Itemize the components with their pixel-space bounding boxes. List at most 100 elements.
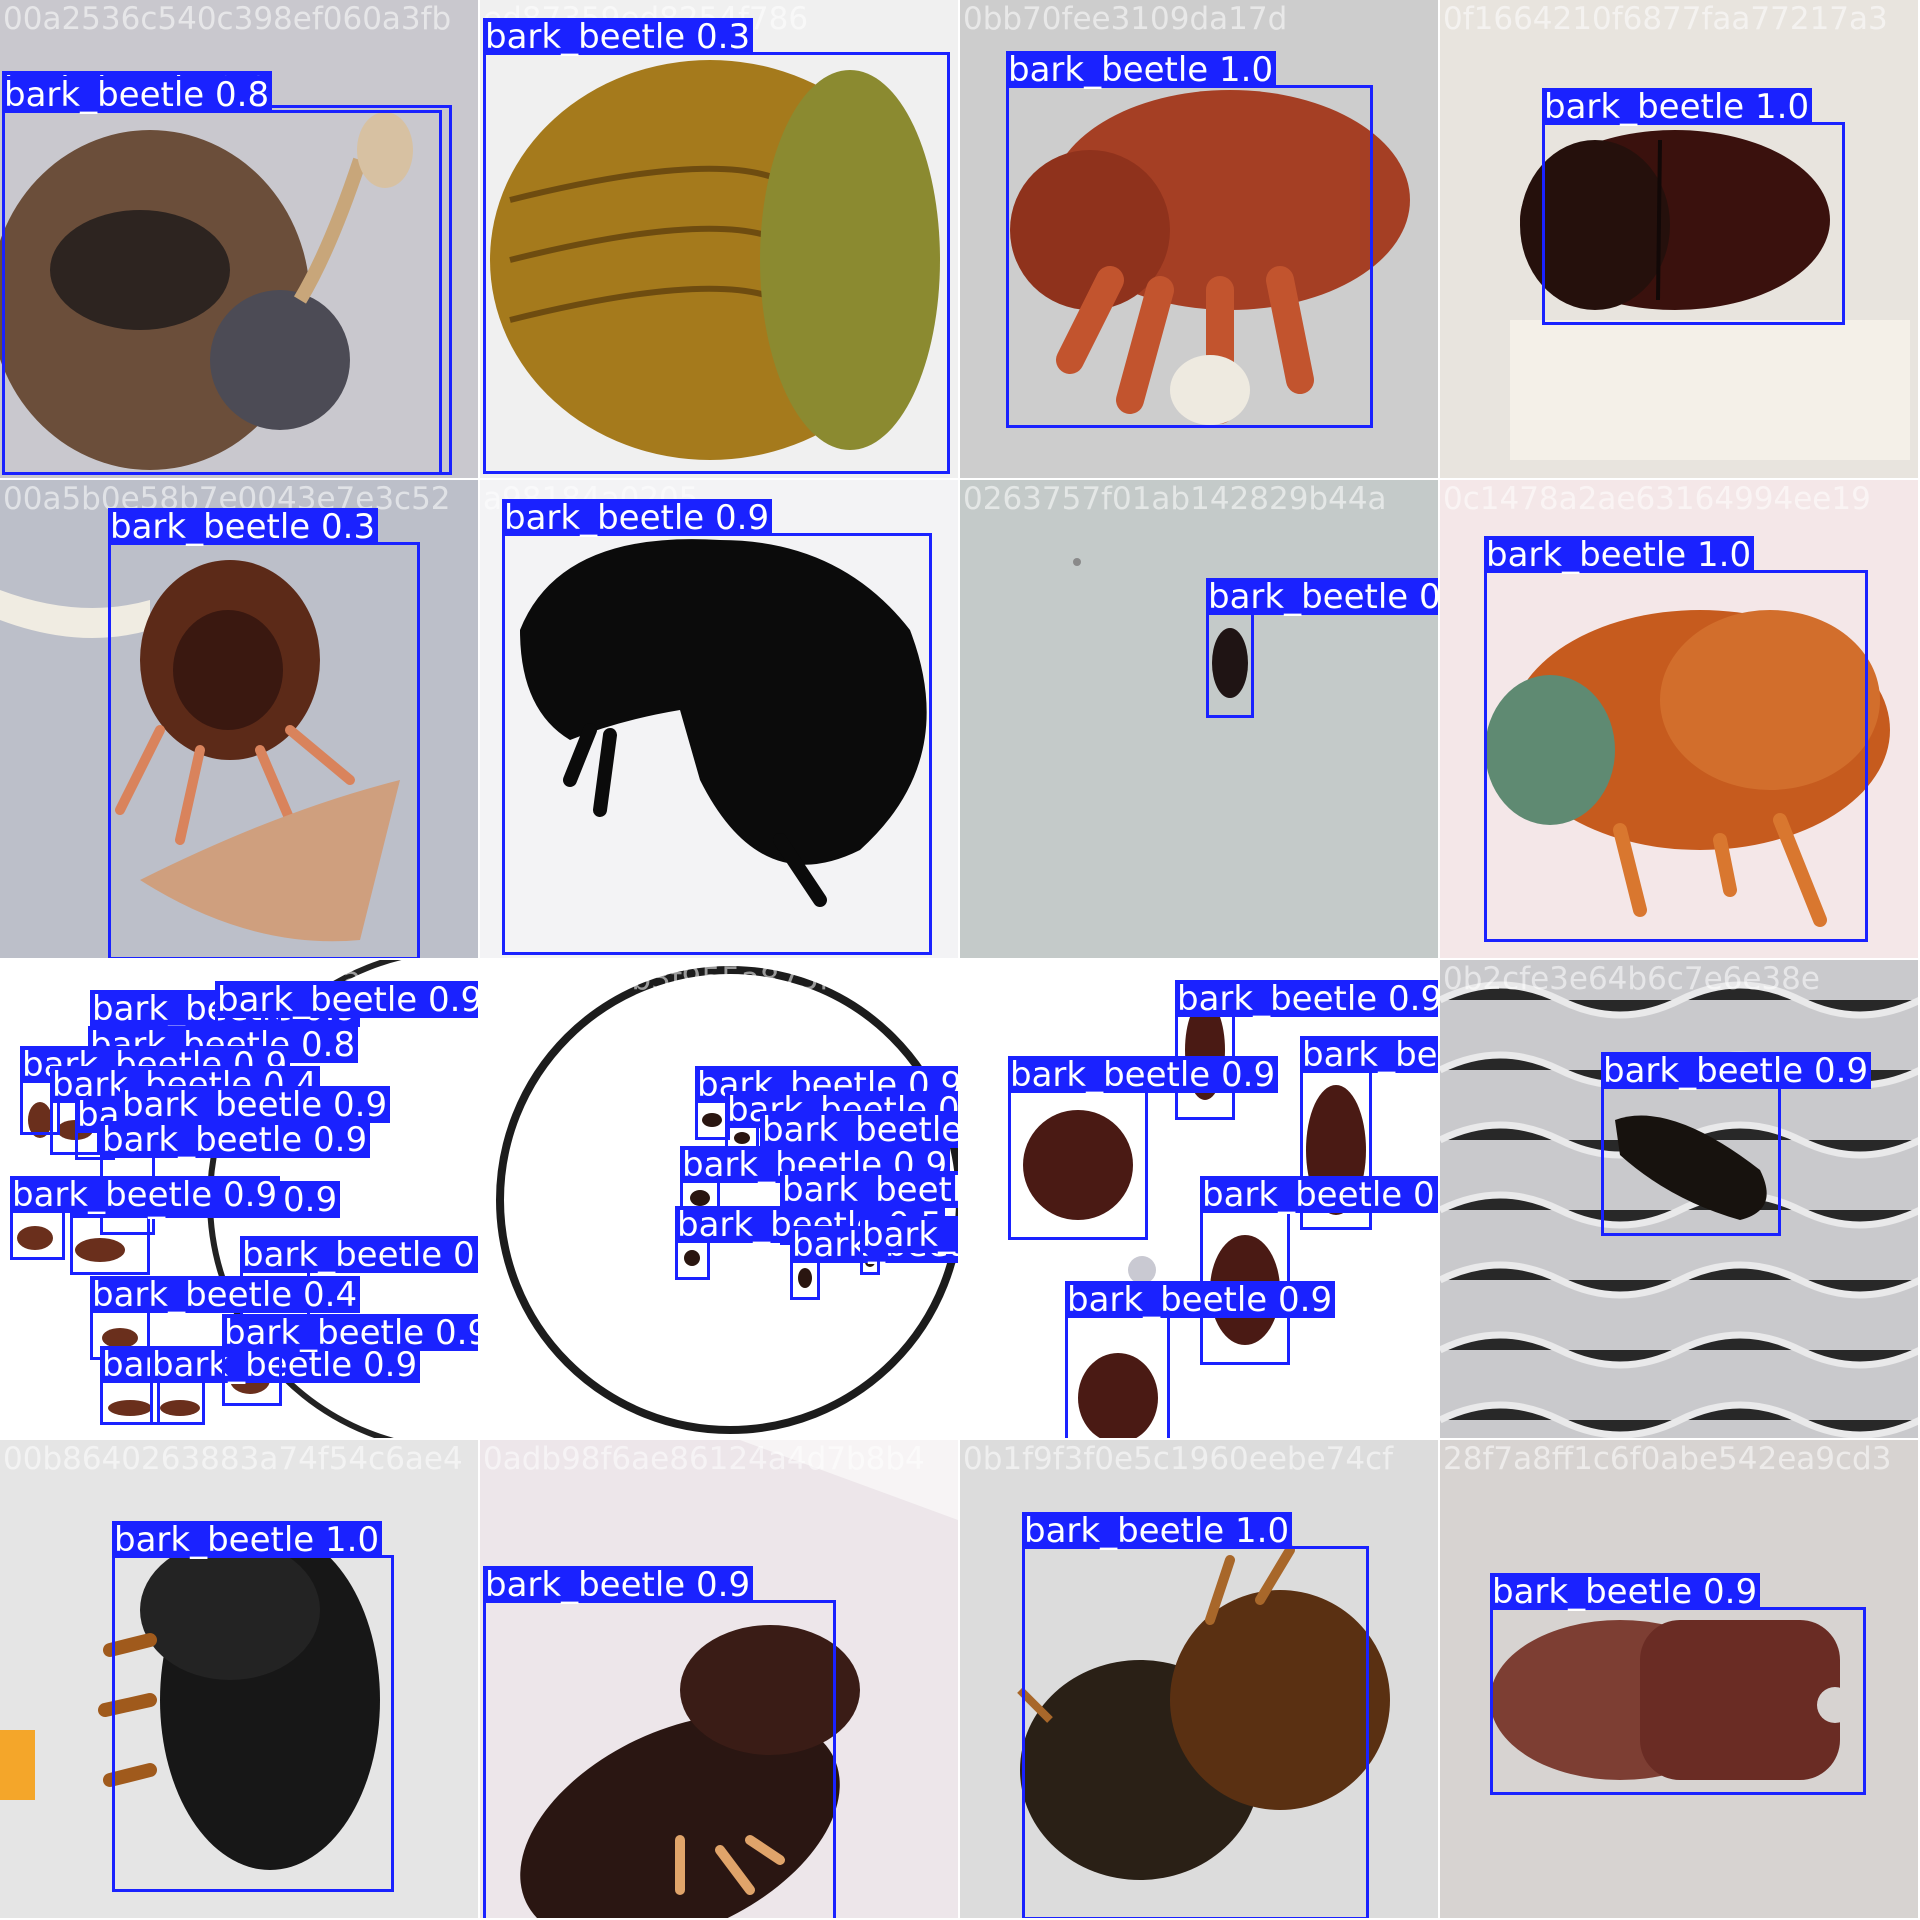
- mosaic-tile: 00b8640263883a74f54c6ae4 bark_beetle 1.0: [0, 1440, 478, 1918]
- detection-score: 0.9: [363, 1345, 418, 1385]
- detection-label: bark_beetle 1.0: [1006, 50, 1277, 90]
- detection-class: bark_beetle: [504, 498, 705, 538]
- detection-class: bark_beetle: [224, 1313, 425, 1353]
- orange-beetle-front-icon: [0, 480, 478, 958]
- detection-score: 0.9: [428, 980, 478, 1020]
- mosaic-tile: 0bb70fee3109da17d bark_beetle 1.0: [960, 0, 1438, 478]
- detection-score: 0.9: [1814, 1051, 1869, 1091]
- detection-label: bark_beetle 0.9: [120, 1085, 391, 1125]
- detection-class: bark_beetle: [1208, 577, 1409, 617]
- mosaic-tile: 0263757f01ab142829b44a bark_beetle 0.9: [960, 480, 1438, 958]
- detection-label: bark_beetle 1.0: [1484, 535, 1755, 575]
- detection-box: bark_beetle 0.9: [70, 1181, 341, 1275]
- detection-score: 1.0: [1219, 50, 1274, 90]
- detection-score: 0.8: [215, 75, 270, 115]
- detection-score: 1.0: [1235, 1511, 1290, 1551]
- detection-label: bark_beetle 0.9: [1300, 1036, 1438, 1073]
- detection-class: bark_beetle: [862, 1215, 958, 1255]
- detection-score: 0.9: [1388, 979, 1438, 1019]
- mosaic-tile: 0b2cfe3e64b6c7e6e38e bark_beetle 0.9: [1440, 960, 1918, 1438]
- detection-box: bark_beetle 0.9: [1065, 1281, 1336, 1438]
- detection-label: bark_beetle 0.9: [1490, 1572, 1761, 1612]
- detection-box: bark_beetle 0.9: [10, 1176, 281, 1260]
- detection-score: 0.9: [313, 1120, 368, 1160]
- mosaic-tile: a98184a0205bark_beetle 0.9: [480, 480, 958, 958]
- tile-filename: 0c1478a2ae63164994ee19: [1443, 481, 1871, 517]
- detection-score: 0.9: [1221, 1055, 1276, 1095]
- detection-box: bark_beetle 0.3: [108, 508, 420, 958]
- detection-class: bark_beetle: [12, 1175, 213, 1215]
- detection-box: bark_beetle 0.9: [790, 1226, 958, 1300]
- detection-label: bark_beetle 0.9: [222, 1314, 478, 1351]
- detection-class: bark_beetle: [1067, 1280, 1268, 1320]
- detection-box: bark_beetle 0.9: [150, 1346, 421, 1425]
- detection-box: bark_beetle 0.9: [1490, 1573, 1866, 1795]
- detection-box: bark_beetle 1.0: [1542, 88, 1845, 325]
- detection-label: bark_beetle 0.9: [860, 1216, 958, 1253]
- tile-filename: 0b2cfe3e64b6c7e6e38e: [1443, 961, 1820, 997]
- detection-label: bark_beetle 0.9: [1200, 1176, 1438, 1213]
- tile-filename: 0b1f9f3f0e5c1960eebe74cf: [963, 1441, 1394, 1477]
- detection-label: bark_beetle 0.9: [1601, 1051, 1872, 1091]
- detection-class: bark_beetle: [485, 17, 686, 57]
- detection-score: 0.3: [321, 507, 376, 547]
- mosaic-tile: 28f7a8ff1c6f0abe542ea9cd3 bark_beetle 0.9: [1440, 1440, 1918, 1918]
- detection-label: bark_beetle 0.9: [483, 1565, 754, 1605]
- detection-score: 1.0: [1697, 535, 1752, 575]
- detection-label: bark_beetle 0.8: [2, 75, 273, 115]
- detection-class: bark_beetle: [102, 1120, 303, 1160]
- detection-label: bark_beetle 1.0: [1542, 87, 1813, 127]
- detection-score: 0.4: [303, 1275, 358, 1315]
- detection-class: bark_beetle: [1010, 1055, 1211, 1095]
- detection-score: 0.3: [696, 17, 751, 57]
- detection-score: 0.9: [333, 1085, 388, 1125]
- detection-box: bark_beetle 0.3: [483, 18, 950, 474]
- detection-box: bark_beetle 0.9: [1200, 1176, 1438, 1365]
- mosaic-tile: 0f1664210f6877faa77217a3 bark_beetle 1.0: [1440, 0, 1918, 478]
- detection-score: 0.9: [453, 1235, 478, 1275]
- mosaic-tile: 0836f9e7b3f955a875ff186 bark_beetle 0.9 ba…: [480, 960, 958, 1438]
- detection-box: bark_beetle 0.4: [90, 1276, 361, 1360]
- mosaic-tile: 0c1478a2ae63164994ee19 bark_beetle 1.0: [1440, 480, 1918, 958]
- detection-class: bark_beetle: [1202, 1175, 1403, 1215]
- mosaic-tile: 00af4265137fbdeff1729f83f8 bark_beetle 0.…: [960, 960, 1438, 1438]
- detection-box: bark_beetle 0.9: [483, 1566, 836, 1918]
- detection-label: bark_beetle 0.3: [108, 507, 379, 547]
- detection-label: bark_beetle 0.9: [1175, 980, 1438, 1017]
- brown-beetle-side-icon: [480, 1440, 958, 1918]
- detection-label: bark_beetle 1.0: [1022, 1511, 1293, 1551]
- detection-class: bark_beetle: [4, 75, 205, 115]
- detection-class: bark_beetle: [242, 1235, 443, 1275]
- detection-label: bark_beetle 0.9: [1008, 1055, 1279, 1095]
- detection-score: 1.0: [325, 1520, 380, 1560]
- detection-box: bark_beetle 1.0: [1484, 536, 1868, 942]
- detection-score: 0.9: [1278, 1280, 1333, 1320]
- detection-class: bark_beetle: [110, 507, 311, 547]
- detection-box: bark_beetle 1.0: [112, 1521, 394, 1892]
- detection-class: bark_beetle: [1024, 1511, 1225, 1551]
- detection-box: bark_beetle 0.9: [502, 499, 932, 955]
- tile-filename: 0f1664210f6877faa77217a3: [1443, 1, 1888, 37]
- detection-score: 0.9: [1703, 1572, 1758, 1612]
- detection-box: bark_beetle 0.9: [100, 1121, 371, 1235]
- detection-label: bark_beetle 0.4: [90, 1275, 361, 1315]
- tile-filename: 00b8640263883a74f54c6ae4: [3, 1441, 463, 1477]
- detection-class: bark_beetle: [122, 1085, 323, 1125]
- detection-score: 0.9: [223, 1175, 278, 1215]
- detection-box: bark_beetle 0.9: [1206, 578, 1438, 718]
- tile-filename: 0836f9e7b3f955a875ff186: [483, 961, 900, 997]
- detection-class: bark_beetle: [114, 1520, 315, 1560]
- tile-filename: 0263757f01ab142829b44a: [963, 481, 1387, 517]
- black-beetle-side-icon: [0, 1440, 478, 1918]
- detection-score: 0.8: [301, 1025, 356, 1065]
- detection-score: 0.9: [696, 1565, 751, 1605]
- detection-class: bark_beetle: [485, 1565, 686, 1605]
- golden-beetle-icon: [480, 0, 958, 478]
- detection-box: bark_beetle 0.9: [1175, 980, 1438, 1120]
- detection-label: bark_beetle 1.0: [112, 1520, 383, 1560]
- detection-box: bark_beetle 1.0: [1006, 51, 1373, 428]
- detection-class: bark_beetle: [1177, 979, 1378, 1019]
- detection-score: 1.0: [1755, 87, 1810, 127]
- detection-box: bark_beetle 0.9: [780, 1171, 958, 1245]
